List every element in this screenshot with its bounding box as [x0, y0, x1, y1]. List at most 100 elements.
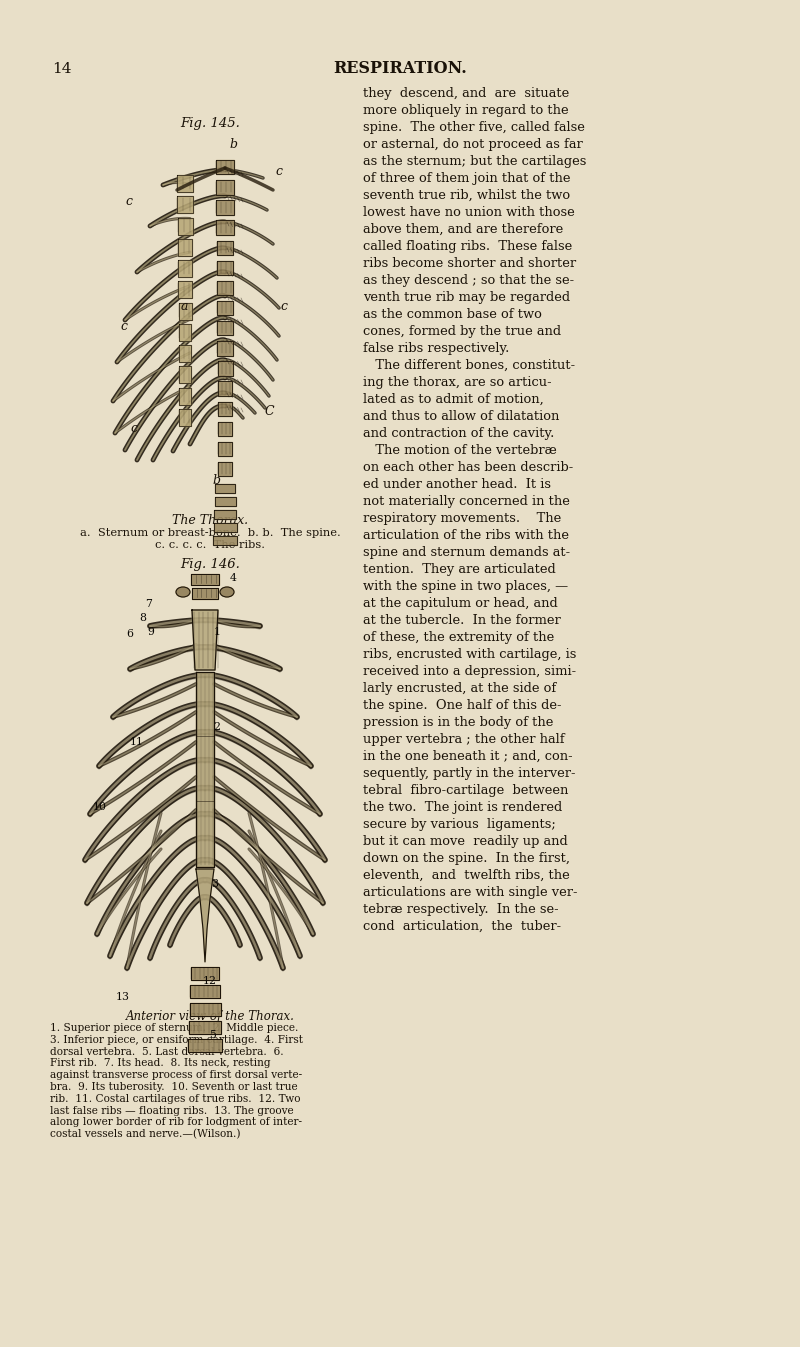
Text: The motion of the vertebræ: The motion of the vertebræ [363, 445, 557, 457]
Polygon shape [178, 282, 192, 298]
Text: 2: 2 [214, 722, 221, 731]
Text: in the one beneath it ; and, con-: in the one beneath it ; and, con- [363, 750, 573, 762]
Text: b: b [229, 137, 237, 151]
Text: b: b [212, 474, 220, 488]
Text: sequently, partly in the interver-: sequently, partly in the interver- [363, 766, 575, 780]
Polygon shape [178, 303, 191, 319]
Polygon shape [189, 1021, 222, 1034]
Polygon shape [218, 401, 232, 416]
Text: along lower border of rib for lodgment of inter-: along lower border of rib for lodgment o… [50, 1118, 302, 1127]
Polygon shape [214, 511, 236, 519]
Text: venth true rib may be regarded: venth true rib may be regarded [363, 291, 570, 304]
Text: ribs, encrusted with cartilage, is: ribs, encrusted with cartilage, is [363, 648, 576, 661]
Text: spine.  The other five, called false: spine. The other five, called false [363, 121, 585, 133]
Text: on each other has been describ-: on each other has been describ- [363, 461, 574, 474]
Polygon shape [216, 201, 234, 214]
Polygon shape [217, 221, 234, 234]
Polygon shape [178, 260, 192, 277]
Text: down on the spine.  In the first,: down on the spine. In the first, [363, 853, 570, 865]
Text: above them, and are therefore: above them, and are therefore [363, 224, 563, 236]
Polygon shape [178, 238, 192, 256]
Polygon shape [177, 175, 193, 193]
Ellipse shape [220, 587, 234, 597]
Text: c: c [280, 300, 287, 313]
Text: 6: 6 [126, 629, 134, 638]
Polygon shape [191, 967, 219, 981]
Text: ing the thorax, are so articu-: ing the thorax, are so articu- [363, 376, 552, 389]
Text: as the common base of two: as the common base of two [363, 308, 542, 321]
Text: cones, formed by the true and: cones, formed by the true and [363, 325, 561, 338]
Text: last false ribs — floating ribs.  13. The groove: last false ribs — floating ribs. 13. The… [50, 1106, 294, 1115]
Polygon shape [178, 197, 193, 213]
Text: against transverse process of first dorsal verte-: against transverse process of first dors… [50, 1071, 302, 1080]
Text: more obliquely in regard to the: more obliquely in regard to the [363, 104, 569, 117]
Ellipse shape [176, 587, 190, 597]
Text: 10: 10 [93, 801, 107, 812]
Text: secure by various  ligaments;: secure by various ligaments; [363, 818, 556, 831]
Polygon shape [218, 462, 232, 477]
Polygon shape [218, 321, 233, 335]
Text: tebræ respectively.  In the se-: tebræ respectively. In the se- [363, 902, 558, 916]
Polygon shape [196, 869, 214, 962]
Text: 8: 8 [139, 613, 146, 624]
Polygon shape [217, 300, 233, 315]
Text: spine and sternum demands at-: spine and sternum demands at- [363, 546, 570, 559]
Text: and contraction of the cavity.: and contraction of the cavity. [363, 427, 554, 440]
Polygon shape [188, 1039, 222, 1052]
Text: 5: 5 [210, 1030, 217, 1040]
Polygon shape [218, 361, 233, 376]
Text: lated as to admit of motion,: lated as to admit of motion, [363, 393, 544, 405]
Polygon shape [192, 589, 218, 599]
Text: c. c. c. c.  The ribs.: c. c. c. c. The ribs. [155, 540, 265, 550]
Text: false ribs respectively.: false ribs respectively. [363, 342, 510, 356]
Polygon shape [178, 217, 193, 234]
Text: lowest have no union with those: lowest have no union with those [363, 206, 574, 220]
Polygon shape [217, 260, 234, 275]
Text: at the capitulum or head, and: at the capitulum or head, and [363, 597, 558, 610]
Polygon shape [218, 381, 232, 396]
Text: or asternal, do not proceed as far: or asternal, do not proceed as far [363, 137, 582, 151]
Text: larly encrusted, at the side of: larly encrusted, at the side of [363, 682, 556, 695]
Text: seventh true rib, whilst the two: seventh true rib, whilst the two [363, 189, 570, 202]
Polygon shape [218, 422, 232, 436]
Text: not materially concerned in the: not materially concerned in the [363, 494, 570, 508]
Polygon shape [213, 536, 237, 546]
Text: 11: 11 [130, 737, 144, 748]
Text: C: C [265, 405, 274, 418]
Polygon shape [217, 241, 234, 255]
Polygon shape [216, 180, 234, 194]
Text: tention.  They are articulated: tention. They are articulated [363, 563, 556, 577]
Polygon shape [196, 672, 214, 867]
Text: cond  articulation,  the  tuber-: cond articulation, the tuber- [363, 920, 561, 933]
Text: 4: 4 [230, 572, 237, 583]
Text: 1: 1 [214, 626, 221, 637]
Text: costal vessels and nerve.—(Wilson.): costal vessels and nerve.—(Wilson.) [50, 1129, 241, 1140]
Text: 3. Inferior piece, or ensiform cartilage.  4. First: 3. Inferior piece, or ensiform cartilage… [50, 1034, 303, 1045]
Text: 9: 9 [147, 626, 154, 637]
Text: at the tubercle.  In the former: at the tubercle. In the former [363, 614, 561, 626]
Polygon shape [179, 345, 191, 362]
Polygon shape [191, 574, 219, 585]
Text: 14: 14 [52, 62, 71, 75]
Text: Anterior view of the Thorax.: Anterior view of the Thorax. [126, 1010, 294, 1022]
Polygon shape [190, 985, 220, 998]
Text: a.  Sternum or breast-bone.  b. b.  The spine.: a. Sternum or breast-bone. b. b. The spi… [80, 528, 340, 537]
Text: a: a [181, 300, 189, 313]
Text: dorsal vertebra.  5. Last dorsal vertebra.  6.: dorsal vertebra. 5. Last dorsal vertebra… [50, 1047, 284, 1056]
Text: c: c [125, 195, 132, 207]
Text: c: c [130, 422, 137, 435]
Polygon shape [218, 341, 233, 356]
Polygon shape [190, 1004, 221, 1016]
Polygon shape [214, 523, 237, 532]
Text: but it can move  readily up and: but it can move readily up and [363, 835, 568, 849]
Text: the two.  The joint is rendered: the two. The joint is rendered [363, 801, 562, 814]
Text: and thus to allow of dilatation: and thus to allow of dilatation [363, 409, 559, 423]
Text: ribs become shorter and shorter: ribs become shorter and shorter [363, 257, 576, 269]
Text: The Thorax.: The Thorax. [172, 515, 248, 527]
Text: First rib.  7. Its head.  8. Its neck, resting: First rib. 7. Its head. 8. Its neck, res… [50, 1059, 270, 1068]
Polygon shape [218, 442, 232, 457]
Text: ed under another head.  It is: ed under another head. It is [363, 478, 551, 492]
Polygon shape [179, 388, 191, 404]
Polygon shape [215, 484, 235, 493]
Text: 1. Superior piece of sternum.  2. Middle piece.: 1. Superior piece of sternum. 2. Middle … [50, 1022, 298, 1033]
